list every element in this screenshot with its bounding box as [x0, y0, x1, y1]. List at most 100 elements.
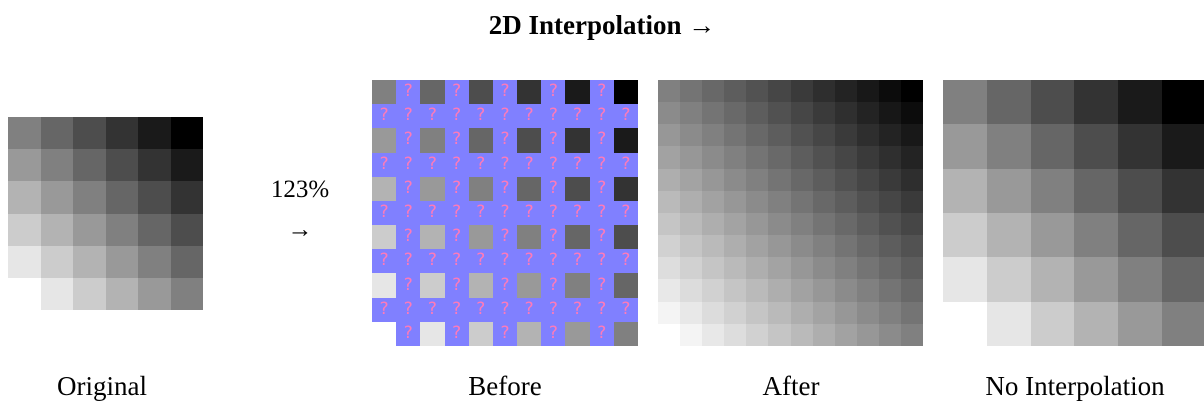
interpolated-pixel — [856, 102, 879, 125]
original-pixel — [40, 213, 73, 246]
interpolated-pixel — [878, 146, 901, 169]
source-pixel — [565, 321, 590, 346]
interpolated-pixel — [680, 168, 703, 191]
nearest-pixel — [1162, 124, 1204, 169]
placeholder-glyph: ? — [452, 298, 462, 319]
interpolated-pixel — [900, 124, 923, 147]
source-pixel — [372, 225, 397, 250]
placeholder-pixel: ? — [541, 200, 566, 226]
placeholder-pixel: ? — [444, 176, 469, 201]
interpolated-pixel — [812, 146, 835, 169]
nearest-pixel — [943, 80, 987, 125]
placeholder-glyph: ? — [379, 202, 389, 223]
nearest-pixel — [1074, 124, 1119, 169]
interpolated-pixel — [812, 190, 835, 213]
placeholder-pixel: ? — [444, 297, 469, 322]
interpolated-pixel — [724, 279, 747, 302]
placeholder-pixel: ? — [468, 249, 493, 274]
source-pixel — [468, 80, 493, 105]
nearest-pixel — [1074, 301, 1119, 346]
interpolated-pixel — [878, 102, 901, 125]
placeholder-glyph: ? — [597, 81, 607, 102]
source-pixel — [565, 80, 590, 105]
placeholder-glyph: ? — [524, 105, 534, 126]
interpolated-pixel — [790, 190, 813, 213]
interpolated-pixel — [768, 146, 791, 169]
interpolated-pixel — [856, 323, 879, 346]
source-pixel — [613, 321, 638, 346]
original-pixel — [105, 149, 138, 182]
placeholder-glyph: ? — [621, 202, 631, 223]
original-pixel — [8, 149, 41, 182]
interpolated-pixel — [812, 212, 835, 236]
interpolated-pixel — [702, 323, 725, 346]
interpolated-pixel — [790, 146, 813, 169]
placeholder-glyph: ? — [597, 177, 607, 198]
interpolated-pixel — [856, 80, 879, 103]
interpolated-pixel — [812, 168, 835, 191]
placeholder-pixel: ? — [492, 152, 518, 177]
placeholder-pixel: ? — [589, 152, 614, 177]
source-pixel — [468, 128, 493, 153]
placeholder-pixel: ? — [420, 104, 445, 129]
interpolated-pixel — [724, 212, 747, 236]
original-pixel — [138, 149, 171, 182]
placeholder-glyph: ? — [500, 274, 510, 295]
interpolated-pixel — [680, 146, 703, 169]
nearest-pixel — [1162, 257, 1204, 302]
source-pixel — [613, 80, 638, 105]
placeholder-pixel: ? — [492, 104, 518, 129]
nearest-pixel — [1118, 257, 1163, 302]
interpolated-pixel — [746, 80, 769, 103]
interpolated-pixel — [680, 301, 703, 324]
nearest-pixel — [986, 301, 1031, 346]
nearest-pixel — [1162, 80, 1204, 125]
no-interpolation-grid — [943, 80, 1204, 346]
interpolated-pixel — [702, 235, 725, 258]
placeholder-glyph: ? — [597, 226, 607, 247]
placeholder-pixel: ? — [396, 200, 421, 226]
placeholder-pixel: ? — [613, 249, 638, 274]
interpolated-pixel — [658, 102, 681, 125]
original-pixel — [8, 213, 41, 246]
original-pixel — [170, 277, 203, 310]
placeholder-glyph: ? — [452, 323, 462, 344]
interpolated-pixel — [702, 168, 725, 191]
before-grid: ????????????????????????????????????????… — [372, 80, 638, 346]
placeholder-pixel: ? — [492, 80, 518, 105]
interpolated-pixel — [724, 124, 747, 147]
nearest-pixel — [943, 257, 987, 302]
interpolated-pixel — [658, 257, 681, 280]
nearest-pixel — [943, 212, 987, 258]
nearest-pixel — [1074, 80, 1119, 125]
interpolated-pixel — [658, 190, 681, 213]
interpolated-pixel — [878, 212, 901, 236]
placeholder-pixel: ? — [589, 200, 614, 226]
source-pixel — [372, 273, 397, 298]
placeholder-glyph: ? — [548, 81, 558, 102]
original-pixel — [40, 181, 73, 214]
interpolated-pixel — [768, 257, 791, 280]
original-pixel — [73, 277, 106, 310]
original-pixel — [8, 181, 41, 214]
placeholder-pixel: ? — [589, 297, 614, 322]
source-pixel — [420, 128, 445, 153]
interpolated-pixel — [746, 212, 769, 236]
interpolated-pixel — [768, 235, 791, 258]
original-pixel — [73, 181, 106, 214]
placeholder-pixel: ? — [372, 297, 397, 322]
original-pixel — [138, 213, 171, 246]
interpolated-pixel — [790, 235, 813, 258]
placeholder-pixel: ? — [613, 297, 638, 322]
placeholder-glyph: ? — [597, 202, 607, 223]
placeholder-glyph: ? — [403, 298, 413, 319]
interpolated-pixel — [878, 80, 901, 103]
placeholder-glyph: ? — [403, 323, 413, 344]
placeholder-glyph: ? — [621, 105, 631, 126]
interpolated-pixel — [746, 124, 769, 147]
interpolated-pixel — [724, 146, 747, 169]
interpolated-pixel — [812, 124, 835, 147]
interpolated-pixel — [702, 80, 725, 103]
nearest-pixel — [1118, 212, 1163, 258]
interpolated-pixel — [768, 279, 791, 302]
